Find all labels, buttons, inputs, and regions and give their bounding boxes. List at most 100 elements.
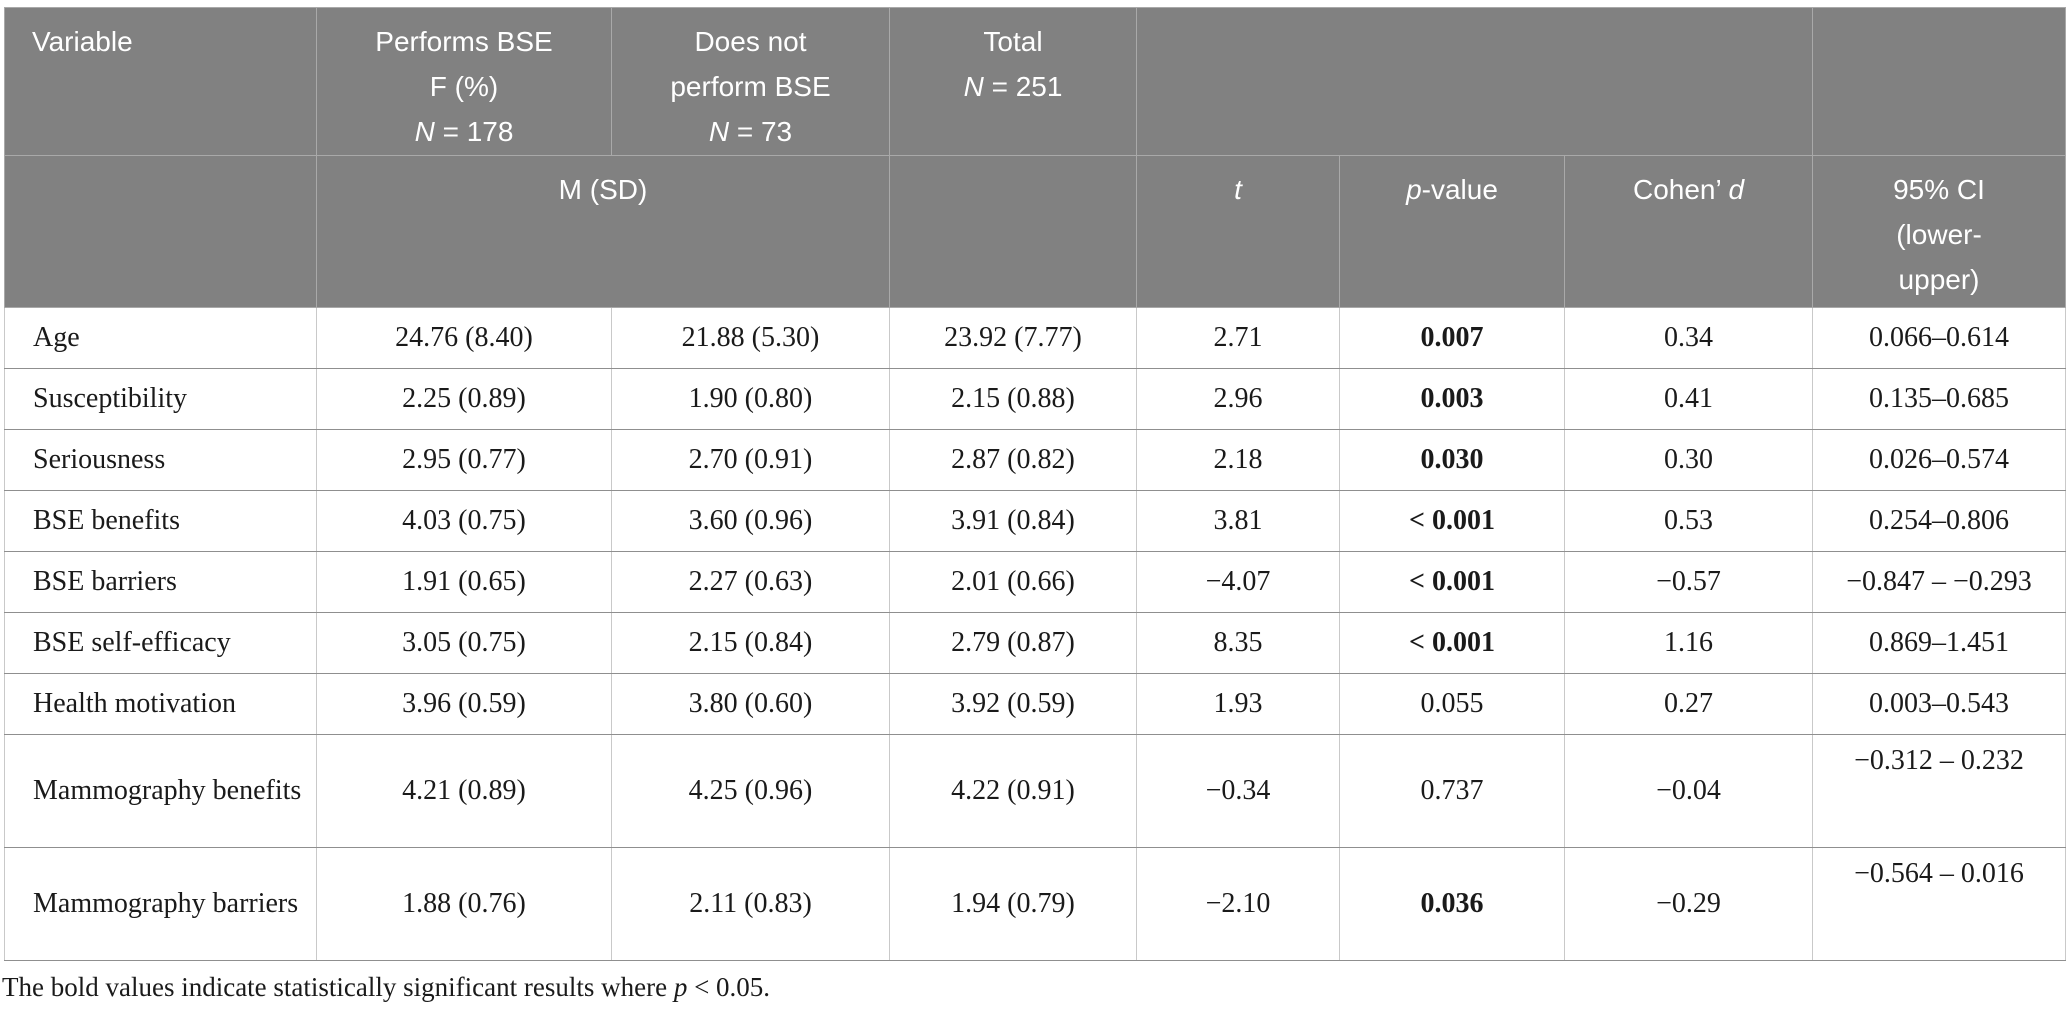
msd-total-cell: 2.87 (0.82) (889, 429, 1137, 491)
row-variable-label: Susceptibility (4, 368, 317, 430)
table-body: Age 24.76 (8.40) 21.88 (5.30) 23.92 (7.7… (4, 307, 2067, 961)
row-variable-label: Mammography benefits (4, 734, 317, 848)
row-variable-label: Age (4, 307, 317, 369)
cohens-d-cell: 0.30 (1563, 429, 1814, 491)
p-symbol: p (673, 972, 688, 1002)
msd-performs-cell: 1.88 (0.76) (316, 847, 612, 961)
ci-cell: 0.026–0.574 (1812, 429, 2067, 491)
msd-does-not-perform-cell: 21.88 (5.30) (611, 307, 890, 369)
header-does-not-line2: perform BSE (670, 70, 831, 102)
p-value-cell: < 0.001 (1339, 551, 1565, 613)
table-row: Seriousness 2.95 (0.77) 2.70 (0.91) 2.87… (4, 429, 2067, 491)
cohens-d-cell: −0.04 (1563, 734, 1814, 848)
msd-does-not-perform-cell: 2.11 (0.83) (611, 847, 890, 961)
t-symbol: t (1234, 174, 1242, 205)
t-value-cell: 1.93 (1136, 673, 1340, 735)
cohens-d-cell: 0.41 (1563, 368, 1814, 430)
row-variable-label: Seriousness (4, 429, 317, 491)
table-row: Mammography benefits 4.21 (0.89) 4.25 (0… (4, 734, 2067, 848)
ci-cell: 0.254–0.806 (1812, 490, 2067, 552)
msd-performs-cell: 24.76 (8.40) (316, 307, 612, 369)
msd-performs-cell: 2.95 (0.77) (316, 429, 612, 491)
header-total-line1: Total (983, 26, 1043, 57)
msd-does-not-perform-cell: 3.60 (0.96) (611, 490, 890, 552)
results-table: Variable Performs BSE F (%) N = 178 Does… (4, 7, 2067, 961)
cohens-d-cell: −0.29 (1563, 847, 1814, 961)
ci-cell: −0.564 – 0.016 (1812, 847, 2067, 961)
results-table-container: Variable Performs BSE F (%) N = 178 Does… (4, 7, 2067, 961)
t-value-cell: 3.81 (1136, 490, 1340, 552)
header-stats-spacer (1135, 7, 1814, 156)
ci-cell: 0.003–0.543 (1812, 673, 2067, 735)
header-performs-line2: F (%) (429, 70, 499, 102)
p-value-cell: < 0.001 (1339, 490, 1565, 552)
p-value-cell: < 0.001 (1339, 612, 1565, 674)
table-row: Age 24.76 (8.40) 21.88 (5.30) 23.92 (7.7… (4, 307, 2067, 369)
msd-performs-cell: 3.05 (0.75) (316, 612, 612, 674)
row-variable-label: BSE barriers (4, 551, 317, 613)
subheader-variable-empty (4, 155, 317, 308)
table-row: BSE benefits 4.03 (0.75) 3.60 (0.96) 3.9… (4, 490, 2067, 552)
cohens-d-cell: −0.57 (1563, 551, 1814, 613)
table-footnote: The bold values indicate statistically s… (2, 972, 771, 1002)
p-value-cell: 0.055 (1339, 673, 1565, 735)
ci-cell: −0.847 – −0.293 (1812, 551, 2067, 613)
p-value-cell: 0.003 (1339, 368, 1565, 430)
row-variable-label: Health motivation (4, 673, 317, 735)
cohens-d-cell: 0.53 (1563, 490, 1814, 552)
subheader-msd: M (SD) (316, 155, 890, 308)
subheader-95-ci: 95% CI (lower- upper) (1812, 155, 2067, 308)
header-ci-spacer (1812, 7, 2067, 156)
subheader-p-value: p-value (1339, 155, 1565, 308)
msd-performs-cell: 4.03 (0.75) (316, 490, 612, 552)
msd-total-cell: 3.92 (0.59) (889, 673, 1137, 735)
d-symbol: d (1728, 174, 1745, 205)
msd-total-cell: 4.22 (0.91) (889, 734, 1137, 848)
t-value-cell: −4.07 (1136, 551, 1340, 613)
p-value-cell: 0.007 (1339, 307, 1565, 369)
p-value-cell: 0.737 (1339, 734, 1565, 848)
n-symbol: N (708, 115, 730, 147)
header-performs-line1: Performs BSE (375, 26, 553, 57)
ci-cell: 0.135–0.685 (1812, 368, 2067, 430)
t-value-cell: −2.10 (1136, 847, 1340, 961)
cohens-d-cell: 0.27 (1563, 673, 1814, 735)
t-value-cell: 2.71 (1136, 307, 1340, 369)
row-variable-label: BSE self-efficacy (4, 612, 317, 674)
table-row: Health motivation 3.96 (0.59) 3.80 (0.60… (4, 673, 2067, 735)
table-row: Susceptibility 2.25 (0.89) 1.90 (0.80) 2… (4, 368, 2067, 430)
table-header: Variable Performs BSE F (%) N = 178 Does… (4, 7, 2067, 308)
n-symbol: N (414, 115, 435, 147)
subheader-total-empty (889, 155, 1137, 308)
header-total: Total N = 251 (889, 7, 1137, 156)
header-performs-bse: Performs BSE F (%) N = 178 (316, 7, 612, 156)
msd-does-not-perform-cell: 1.90 (0.80) (611, 368, 890, 430)
header-total-n: N = 251 (963, 70, 1063, 102)
msd-performs-cell: 4.21 (0.89) (316, 734, 612, 848)
table-row: BSE barriers 1.91 (0.65) 2.27 (0.63) 2.0… (4, 551, 2067, 613)
t-value-cell: −0.34 (1136, 734, 1340, 848)
cohens-d-cell: 0.34 (1563, 307, 1814, 369)
msd-total-cell: 2.79 (0.87) (889, 612, 1137, 674)
header-row-measures: M (SD) t p-value Cohen’ d 95% CI (lower-… (4, 155, 2067, 308)
msd-does-not-perform-cell: 2.70 (0.91) (611, 429, 890, 491)
p-symbol: p (1406, 174, 1422, 205)
t-value-cell: 8.35 (1136, 612, 1340, 674)
t-value-cell: 2.96 (1136, 368, 1340, 430)
table-row: Mammography barriers 1.88 (0.76) 2.11 (0… (4, 847, 2067, 961)
cohens-d-cell: 1.16 (1563, 612, 1814, 674)
header-variable: Variable (4, 7, 317, 156)
header-does-not-perform-bse: Does not perform BSE N = 73 (611, 7, 890, 156)
header-does-not-line1: Does not (694, 26, 807, 57)
msd-total-cell: 23.92 (7.77) (889, 307, 1137, 369)
msd-total-cell: 3.91 (0.84) (889, 490, 1137, 552)
msd-does-not-perform-cell: 3.80 (0.60) (611, 673, 890, 735)
ci-cell: 0.869–1.451 (1812, 612, 2067, 674)
subheader-cohens-d: Cohen’ d (1563, 155, 1814, 308)
p-value-cell: 0.036 (1339, 847, 1565, 961)
msd-total-cell: 2.15 (0.88) (889, 368, 1137, 430)
msd-total-cell: 1.94 (0.79) (889, 847, 1137, 961)
header-performs-n: N = 178 (414, 115, 514, 147)
ci-cell: −0.312 – 0.232 (1812, 734, 2067, 848)
n-symbol: N (963, 70, 984, 102)
